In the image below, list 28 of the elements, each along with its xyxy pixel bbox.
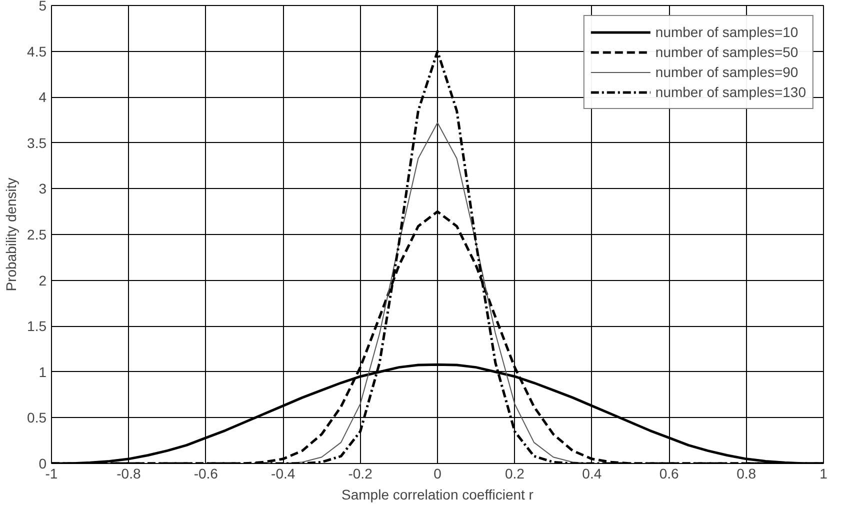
y-tick-label: 3.5 bbox=[27, 134, 47, 151]
y-tick-label: 1.5 bbox=[27, 318, 47, 334]
y-tick-label: 1 bbox=[38, 364, 47, 380]
x-tick-label: -0.4 bbox=[271, 466, 296, 482]
x-tick-label: 0.2 bbox=[504, 466, 525, 482]
legend-label: number of samples=130 bbox=[655, 84, 806, 100]
x-tick-label: 1 bbox=[820, 466, 828, 482]
y-tick-label: 4.5 bbox=[27, 43, 47, 60]
x-tick-label: -0.8 bbox=[116, 466, 141, 482]
x-tick-label: -1 bbox=[45, 466, 58, 482]
y-tick-label: 0 bbox=[38, 456, 47, 472]
x-tick-label: -0.6 bbox=[194, 466, 218, 482]
x-tick-label: 0 bbox=[434, 466, 442, 482]
y-tick-label: 0.5 bbox=[27, 410, 47, 426]
x-tick-label: 0.6 bbox=[659, 466, 680, 482]
legend-label: number of samples=90 bbox=[655, 64, 798, 80]
y-tick-label: 2 bbox=[38, 272, 47, 288]
x-axis-title: Sample correlation coefficient r bbox=[342, 486, 534, 502]
legend-label: number of samples=10 bbox=[655, 24, 798, 40]
y-tick-label: 3 bbox=[38, 180, 47, 197]
x-tick-label: 0.4 bbox=[582, 466, 602, 482]
legend-label: number of samples=50 bbox=[655, 44, 798, 60]
y-tick-label: 2.5 bbox=[27, 226, 47, 242]
x-tick-label: 0.8 bbox=[736, 466, 756, 482]
y-axis-title: Probability density bbox=[3, 178, 20, 292]
y-tick-label: 4 bbox=[38, 89, 47, 106]
x-tick-label: -0.2 bbox=[348, 466, 373, 482]
y-tick-label: 5 bbox=[38, 0, 47, 14]
